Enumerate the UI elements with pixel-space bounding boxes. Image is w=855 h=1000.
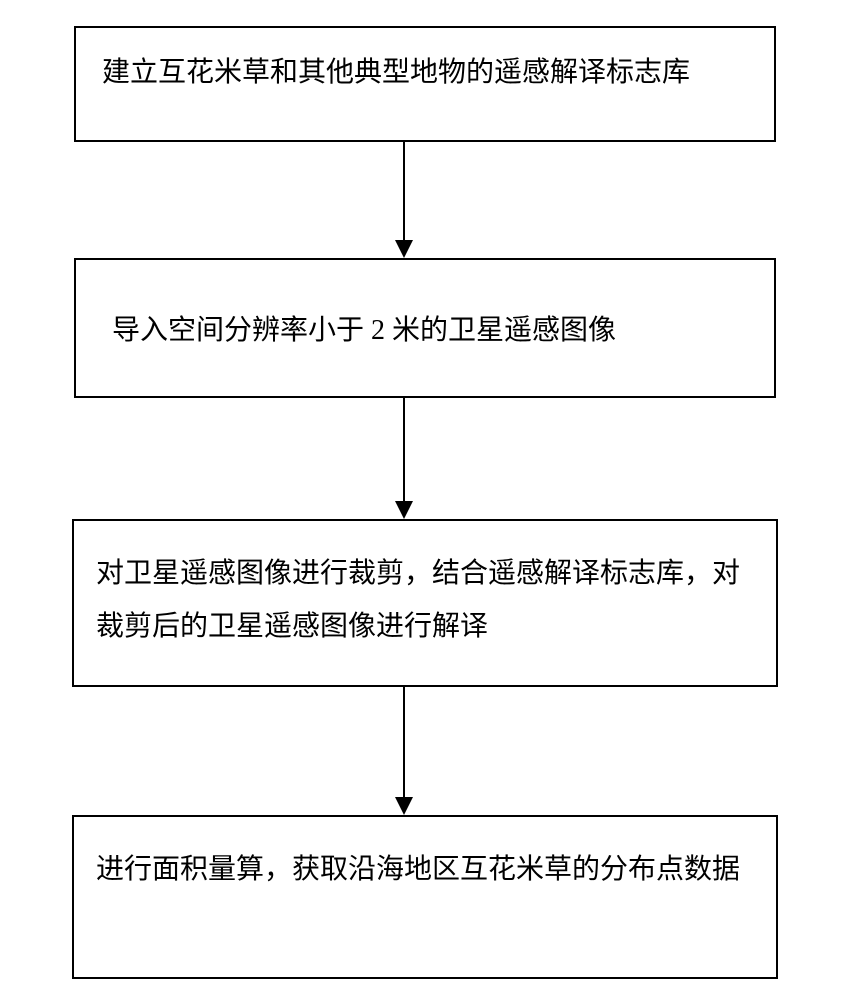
flowchart-arrow-2 [394,398,414,519]
node-4-text: 进行面积量算，获取沿海地区互花米草的分布点数据 [96,843,754,896]
flowchart-arrow-3 [394,687,414,815]
flowchart-node-1: 建立互花米草和其他典型地物的遥感解译标志库 [74,26,776,142]
arrow-line [403,398,405,503]
arrow-line [403,142,405,242]
node-1-text: 建立互花米草和其他典型地物的遥感解译标志库 [102,46,748,99]
arrow-head [395,501,413,519]
flowchart-node-3: 对卫星遥感图像进行裁剪，结合遥感解译标志库，对裁剪后的卫星遥感图像进行解译 [72,519,778,687]
flowchart-arrow-1 [394,142,414,258]
arrow-head [395,240,413,258]
flowchart-container: 建立互花米草和其他典型地物的遥感解译标志库 导入空间分辨率小于 2 米的卫星遥感… [0,0,855,1000]
arrow-head [395,797,413,815]
arrow-line [403,687,405,799]
node-3-text: 对卫星遥感图像进行裁剪，结合遥感解译标志库，对裁剪后的卫星遥感图像进行解译 [96,547,754,653]
flowchart-node-2: 导入空间分辨率小于 2 米的卫星遥感图像 [74,258,776,398]
node-2-text: 导入空间分辨率小于 2 米的卫星遥感图像 [112,304,748,357]
flowchart-node-4: 进行面积量算，获取沿海地区互花米草的分布点数据 [72,815,778,979]
